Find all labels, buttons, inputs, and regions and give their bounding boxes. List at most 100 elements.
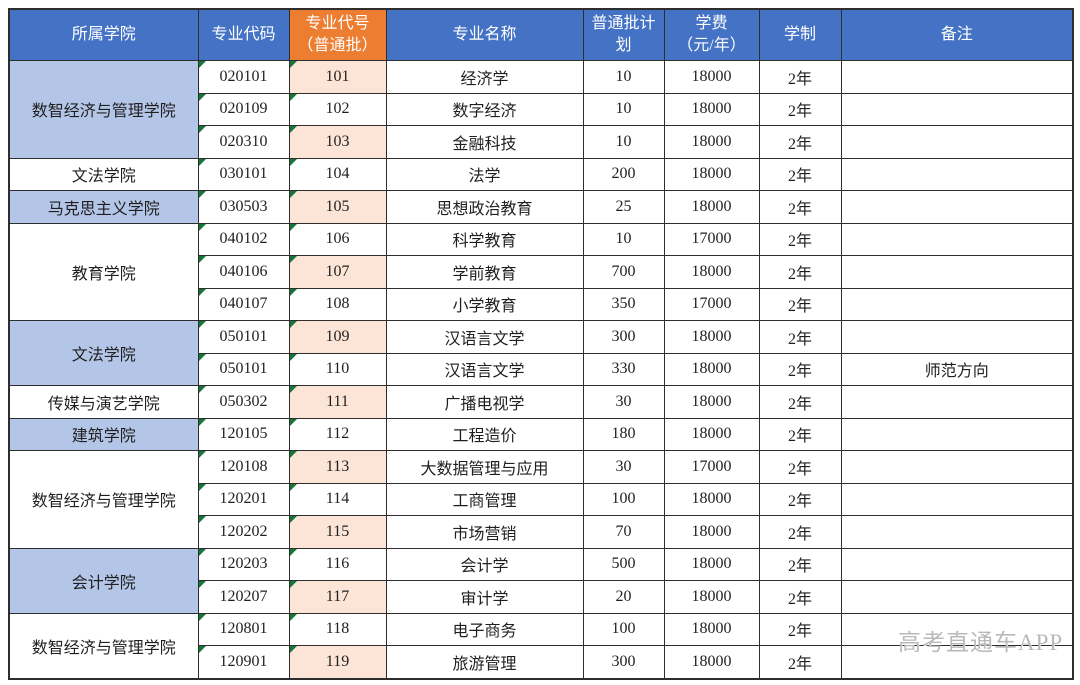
cell-plan: 200: [582, 157, 665, 191]
cell-name: 大数据管理与应用: [385, 450, 584, 484]
cell-code: 120207: [197, 580, 290, 614]
cell-note: [840, 612, 1074, 646]
cell-name: 旅游管理: [385, 645, 584, 679]
cell-note: [840, 92, 1074, 126]
cell-name: 汉语言文学: [385, 320, 584, 354]
table-row: 120201 114 工商管理 100 18000 2年: [9, 482, 1074, 516]
cell-num: 103: [288, 125, 387, 159]
cell-code: 120201: [197, 482, 290, 516]
cell-plan: 70: [582, 515, 665, 549]
cell-fee: 18000: [663, 60, 760, 94]
table-row: 数智经济与管理学院 020101 101 经济学 10 18000 2年: [8, 60, 1074, 159]
cell-num: 112: [288, 417, 387, 451]
cell-note: [840, 157, 1074, 191]
header-num: 专业代号 （普通批）: [288, 8, 387, 61]
cell-fee: 18000: [663, 157, 760, 191]
cell-num: 105: [288, 190, 387, 224]
cell-fee: 18000: [663, 547, 760, 581]
cell-years: 2年: [758, 222, 842, 256]
cell-plan: 100: [582, 612, 665, 646]
header-college: 所属学院: [8, 8, 199, 61]
table-row: 040107 108 小学教育 350 17000 2年: [9, 287, 1074, 321]
header-name: 专业名称: [385, 8, 584, 61]
cell-college: 数智经济与管理学院: [8, 60, 199, 159]
cell-note: [840, 125, 1074, 159]
cell-num: 106: [288, 222, 387, 256]
cell-num: 115: [288, 515, 387, 549]
cell-note: [840, 645, 1074, 679]
cell-note: [840, 417, 1074, 451]
cell-plan: 500: [582, 547, 665, 581]
cell-years: 2年: [758, 580, 842, 614]
cell-name: 经济学: [385, 60, 584, 94]
watermark-text: 高考直通车APP: [898, 630, 1064, 655]
cell-code: 020109: [197, 92, 290, 126]
cell-college: 数智经济与管理学院: [8, 450, 199, 549]
table-row: 传媒与演艺学院 050302 111 广播电视学 30 18000 2年: [8, 385, 1074, 419]
cell-years: 2年: [758, 450, 842, 484]
cell-code: 040102: [197, 222, 290, 256]
cell-years: 2年: [758, 92, 842, 126]
cell-plan: 180: [582, 417, 665, 451]
cell-note: [840, 450, 1074, 484]
cell-fee: 18000: [663, 515, 760, 549]
cell-name: 汉语言文学: [385, 352, 584, 386]
cell-fee: 18000: [663, 255, 760, 289]
table-row: 会计学院 120203 116 会计学 500 18000 2年: [8, 547, 1074, 614]
table-header-row: 所属学院 专业代码 专业代号 （普通批） 专业名称 普通批计 划学费 （元/年） 学制 备注: [8, 8, 1074, 61]
cell-code: 020310: [197, 125, 290, 159]
cell-note: [840, 222, 1074, 256]
cell-note: [840, 190, 1074, 224]
table-row: 教育学院 040102 106 科学教育 10 17000 2年: [8, 222, 1074, 321]
cell-fee: 18000: [663, 352, 760, 386]
cell-name: 审计学: [385, 580, 584, 614]
cell-code: 040106: [197, 255, 290, 289]
cell-fee: 18000: [663, 417, 760, 451]
cell-plan: 100: [582, 482, 665, 516]
cell-years: 2年: [758, 190, 842, 224]
cell-name: 工程造价: [385, 417, 584, 451]
cell-fee: 18000: [663, 92, 760, 126]
cell-college: 文法学院: [8, 157, 199, 191]
cell-num: 110: [288, 352, 387, 386]
header-plan: 普通批计 划: [582, 8, 665, 61]
cell-note: [840, 60, 1074, 94]
cell-code: 050101: [197, 320, 290, 354]
cell-college: 会计学院: [8, 547, 199, 614]
header-years: 学制: [758, 8, 842, 61]
table-row: 120901 119 旅游管理 300 18000 2年: [9, 645, 1074, 679]
cell-years: 2年: [758, 482, 842, 516]
cell-name: 会计学: [385, 547, 584, 581]
cell-years: 2年: [758, 645, 842, 679]
table-row: 020310 103 金融科技 10 18000 2年: [9, 125, 1074, 159]
cell-num: 107: [288, 255, 387, 289]
cell-fee: 18000: [663, 580, 760, 614]
cell-code: 120105: [197, 417, 290, 451]
cell-plan: 10: [582, 222, 665, 256]
header-fee: 学费 （元/年）: [663, 8, 760, 61]
cell-fee: 17000: [663, 222, 760, 256]
cell-code: 030503: [197, 190, 290, 224]
cell-years: 2年: [758, 157, 842, 191]
cell-note: [840, 320, 1074, 354]
cell-fee: 18000: [663, 482, 760, 516]
cell-num: 118: [288, 612, 387, 646]
table-header: 所属学院 专业代码 专业代号 （普通批） 专业名称 普通批计 划学费 （元/年） 学制 备注: [8, 8, 1074, 61]
table-row: 020109 102 数字经济 10 18000 2年: [9, 92, 1074, 126]
cell-plan: 350: [582, 287, 665, 321]
cell-name: 工商管理: [385, 482, 584, 516]
cell-name: 科学教育: [385, 222, 584, 256]
admission-plan-table: 所属学院 专业代码 专业代号 （普通批） 专业名称 普通批计 划学费 （元/年） 学制 备注…: [8, 8, 1074, 680]
cell-name: 学前教育: [385, 255, 584, 289]
cell-years: 2年: [758, 515, 842, 549]
cell-name: 法学: [385, 157, 584, 191]
header-code: 专业代码: [197, 8, 290, 61]
table-row: 050101 110 汉语言文学 330 18000 2年 师范方向: [9, 352, 1074, 386]
cell-num: 116: [288, 547, 387, 581]
cell-years: 2年: [758, 287, 842, 321]
cell-years: 2年: [758, 125, 842, 159]
cell-plan: 20: [582, 580, 665, 614]
cell-note: [840, 580, 1074, 614]
table-row: 文法学院 030101 104 法学 200 18000 2年: [8, 157, 1074, 191]
